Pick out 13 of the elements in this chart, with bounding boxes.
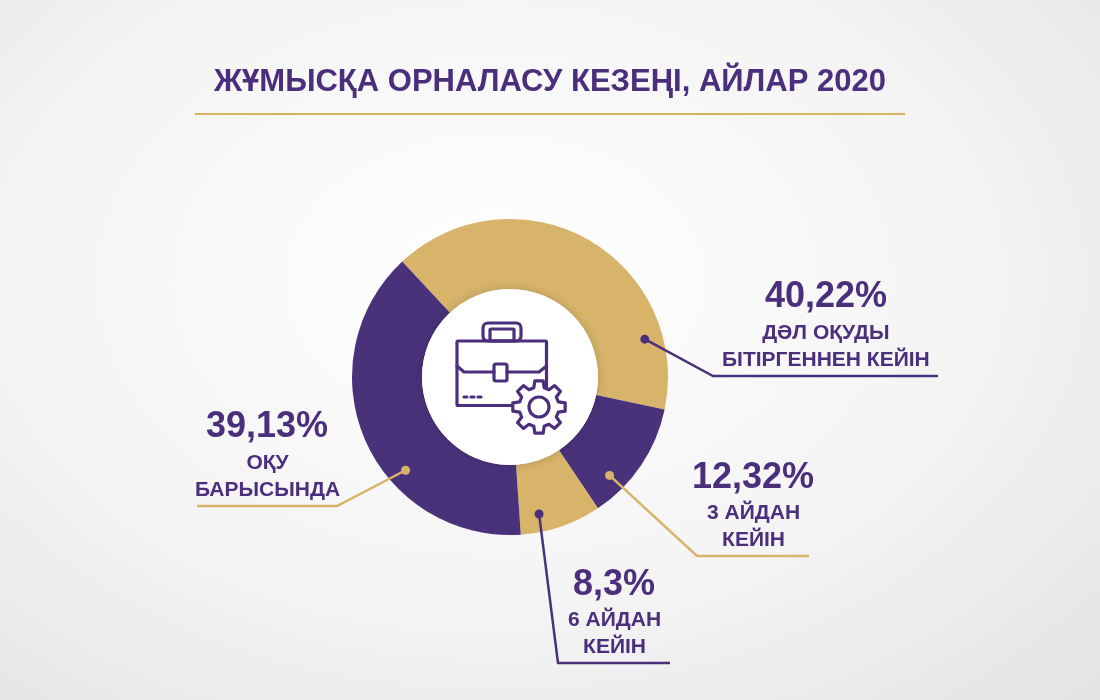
chart-title: ЖҰМЫСҚА ОРНАЛАСУ КЕЗЕҢІ, АЙЛАР 2020 <box>213 61 886 98</box>
data-label: 39,13% <box>206 404 329 445</box>
data-label: 12,32% <box>692 455 815 496</box>
slice-label: ОҚУ БАРЫСЫНДА <box>195 450 341 501</box>
data-label: 40,22% <box>765 274 888 315</box>
donut-slice <box>516 450 598 535</box>
slice-label: ДӘЛ ОҚУДЫ БІТІРГЕННЕН КЕЙІН <box>722 320 930 371</box>
slice-label: 6 АЙДАН КЕЙІН <box>568 607 662 658</box>
data-label: 8,3% <box>573 562 656 603</box>
donut-slice <box>402 219 668 410</box>
donut-slice <box>352 261 521 535</box>
slice-label: 3 АЙДАН КЕЙІН <box>707 500 801 551</box>
donut-slice <box>558 395 665 509</box>
